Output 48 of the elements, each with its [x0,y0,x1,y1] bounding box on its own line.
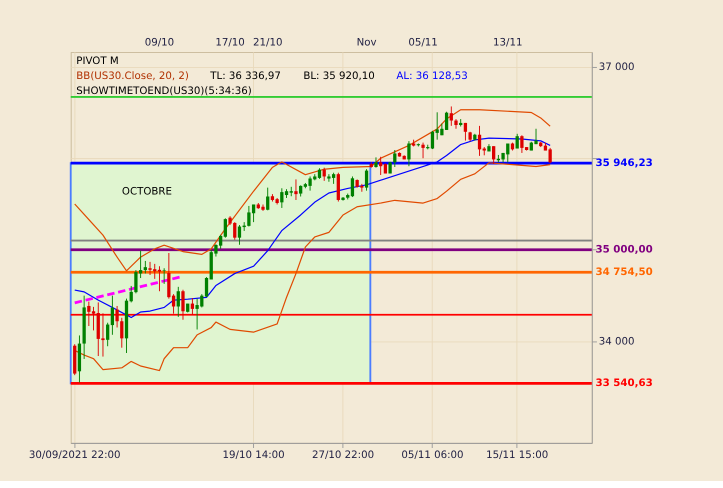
x-tick-label: 30/09/2021 22:00 [28,450,121,462]
candlestick [190,298,194,316]
candlestick [464,122,468,142]
candlestick [176,286,180,318]
text: 05/11 [408,38,438,49]
candlestick [407,140,411,167]
line-series [74,109,551,272]
candlestick [516,133,519,150]
line-series [74,162,551,372]
candlestick [454,118,458,130]
annotation: SHOWTIMETOEND(US30)(5:34:36) [76,86,252,97]
x-tick-label: 15/11 15:00 [486,450,548,462]
candlestick [421,142,425,159]
candlestick [332,172,336,184]
x-tick-label: 05/11 06:00 [401,450,464,462]
x-tick-label: 19/10 14:00 [222,450,285,462]
ref-line-label: 35 000,00 [596,244,653,256]
candlestick [120,317,124,348]
candlestick [322,167,326,182]
candlestick [548,147,552,164]
ref-line-label: 34 754,50 [596,267,653,278]
annotation: PIVOT M [76,56,119,68]
candlestick [450,106,453,126]
annotation: BB(US30.Close, 20, 2) [76,71,189,82]
y-tick-label: 34 000 [598,336,635,348]
candlestick [492,146,496,165]
candlestick [144,260,147,274]
text: Nov [356,38,377,49]
annotation: AL: 36 128,53 [396,71,468,82]
ref-line-label: 33 540,63 [596,378,653,390]
candlestick [266,187,270,211]
candlestick [115,306,119,328]
text: 13/11 [493,38,523,49]
annotation: TL: 36 336,97 [209,71,281,82]
ref-line-label: 35 946,23 [596,158,653,169]
candlestick [181,289,185,320]
candlestick [468,131,472,142]
text: 09/10 [144,38,174,49]
candlestick [162,268,166,284]
text: 17/10 [215,38,245,49]
candlestick [294,178,298,200]
candlestick [393,150,396,168]
y-tick-label: 37 000 [598,62,635,73]
annotation: BL: 35 920,10 [303,71,375,82]
text: 21/10 [252,38,282,49]
candlestick [364,168,368,192]
band-label: OCTOBRE [122,186,172,198]
x-tick-label: 27/10 22:00 [312,450,374,462]
